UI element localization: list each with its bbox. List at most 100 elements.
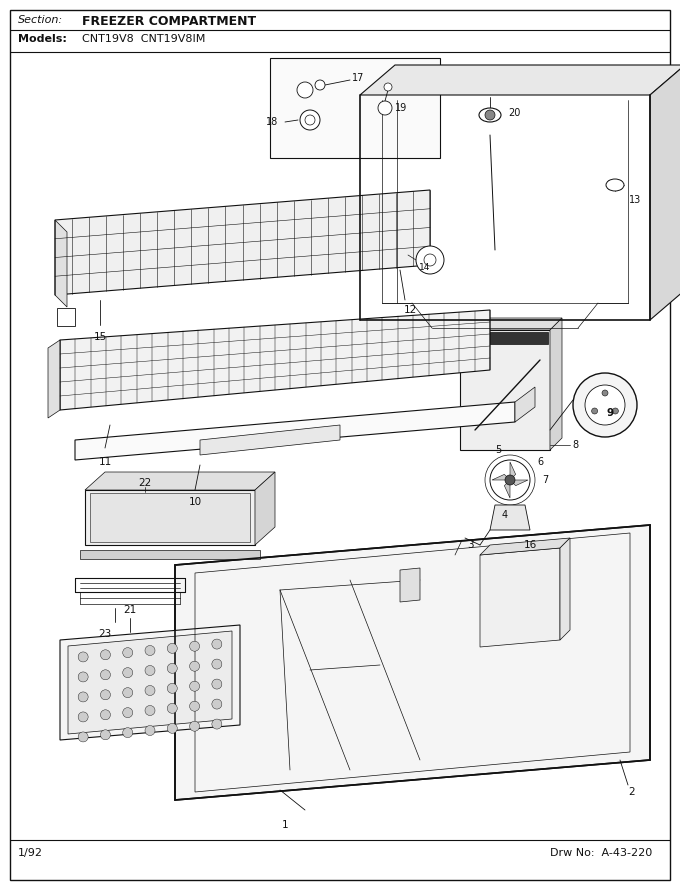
Polygon shape bbox=[80, 550, 260, 559]
Polygon shape bbox=[85, 490, 255, 545]
Polygon shape bbox=[60, 310, 490, 410]
Polygon shape bbox=[75, 402, 515, 460]
Text: 16: 16 bbox=[524, 540, 537, 550]
Circle shape bbox=[212, 679, 222, 689]
Text: Section:: Section: bbox=[18, 15, 63, 25]
Circle shape bbox=[190, 661, 199, 671]
Polygon shape bbox=[400, 568, 420, 602]
Circle shape bbox=[212, 659, 222, 669]
Circle shape bbox=[297, 82, 313, 98]
Polygon shape bbox=[255, 472, 275, 545]
Polygon shape bbox=[650, 65, 680, 320]
Text: 15: 15 bbox=[93, 332, 107, 342]
Circle shape bbox=[145, 706, 155, 716]
Circle shape bbox=[78, 732, 88, 742]
Circle shape bbox=[305, 115, 315, 125]
Circle shape bbox=[167, 643, 177, 653]
Polygon shape bbox=[510, 480, 528, 486]
Circle shape bbox=[101, 650, 110, 659]
Circle shape bbox=[613, 408, 618, 414]
Polygon shape bbox=[55, 190, 430, 295]
Polygon shape bbox=[515, 387, 535, 422]
Circle shape bbox=[122, 648, 133, 658]
Polygon shape bbox=[460, 330, 550, 450]
Text: Drw No:  A-43-220: Drw No: A-43-220 bbox=[549, 848, 652, 858]
Text: Models:: Models: bbox=[18, 34, 67, 44]
Circle shape bbox=[573, 373, 637, 437]
Circle shape bbox=[78, 692, 88, 702]
Circle shape bbox=[167, 663, 177, 674]
Text: 9: 9 bbox=[607, 408, 613, 418]
Text: 14: 14 bbox=[420, 263, 430, 272]
Text: 12: 12 bbox=[403, 305, 417, 315]
Bar bbox=[462, 332, 548, 344]
Circle shape bbox=[424, 254, 436, 266]
Polygon shape bbox=[505, 480, 510, 498]
Text: 17: 17 bbox=[352, 73, 364, 83]
Circle shape bbox=[315, 80, 325, 90]
Circle shape bbox=[167, 724, 177, 733]
Polygon shape bbox=[492, 474, 510, 480]
Text: 10: 10 bbox=[188, 497, 201, 507]
Polygon shape bbox=[55, 220, 67, 307]
Text: 2: 2 bbox=[629, 787, 635, 797]
Text: 22: 22 bbox=[138, 478, 152, 488]
Circle shape bbox=[212, 639, 222, 649]
Text: 13: 13 bbox=[629, 195, 641, 205]
Circle shape bbox=[485, 110, 495, 120]
Circle shape bbox=[190, 641, 199, 651]
Polygon shape bbox=[175, 525, 650, 800]
Circle shape bbox=[101, 690, 110, 700]
Text: FREEZER COMPARTMENT: FREEZER COMPARTMENT bbox=[82, 15, 256, 28]
Text: 20: 20 bbox=[508, 108, 520, 118]
Circle shape bbox=[602, 390, 608, 396]
Circle shape bbox=[145, 645, 155, 656]
Bar bbox=[57, 308, 75, 326]
Circle shape bbox=[416, 246, 444, 274]
Text: 3: 3 bbox=[466, 540, 473, 550]
Polygon shape bbox=[85, 472, 275, 490]
Text: 5: 5 bbox=[495, 445, 501, 455]
Polygon shape bbox=[360, 65, 680, 95]
Text: 21: 21 bbox=[123, 605, 137, 615]
Polygon shape bbox=[510, 462, 515, 480]
Polygon shape bbox=[60, 625, 240, 740]
Circle shape bbox=[190, 701, 199, 711]
Circle shape bbox=[78, 652, 88, 662]
Circle shape bbox=[212, 699, 222, 709]
Text: CNT19V8  CNT19V8IM: CNT19V8 CNT19V8IM bbox=[82, 34, 205, 44]
Text: 8: 8 bbox=[572, 440, 578, 450]
Ellipse shape bbox=[479, 108, 501, 122]
Polygon shape bbox=[480, 548, 560, 647]
Text: 4: 4 bbox=[502, 510, 508, 520]
Circle shape bbox=[122, 668, 133, 677]
Polygon shape bbox=[460, 318, 562, 330]
Circle shape bbox=[592, 408, 598, 414]
Circle shape bbox=[101, 670, 110, 680]
Circle shape bbox=[122, 728, 133, 738]
Text: 19: 19 bbox=[395, 103, 407, 113]
Circle shape bbox=[378, 101, 392, 115]
Polygon shape bbox=[68, 631, 232, 734]
Text: 7: 7 bbox=[542, 475, 548, 485]
Circle shape bbox=[212, 719, 222, 729]
Circle shape bbox=[190, 681, 199, 692]
Bar bbox=[90, 493, 250, 542]
Circle shape bbox=[145, 725, 155, 735]
Ellipse shape bbox=[606, 179, 624, 191]
Polygon shape bbox=[200, 425, 340, 455]
Text: 18: 18 bbox=[266, 117, 278, 127]
Text: 1: 1 bbox=[282, 820, 288, 830]
Circle shape bbox=[505, 475, 515, 485]
Polygon shape bbox=[550, 318, 562, 450]
Circle shape bbox=[145, 685, 155, 695]
Circle shape bbox=[122, 708, 133, 717]
Text: 23: 23 bbox=[99, 629, 112, 639]
Circle shape bbox=[101, 710, 110, 720]
Circle shape bbox=[384, 83, 392, 91]
Circle shape bbox=[78, 672, 88, 682]
Circle shape bbox=[101, 730, 110, 740]
Circle shape bbox=[167, 703, 177, 714]
Circle shape bbox=[78, 712, 88, 722]
Polygon shape bbox=[490, 505, 530, 530]
